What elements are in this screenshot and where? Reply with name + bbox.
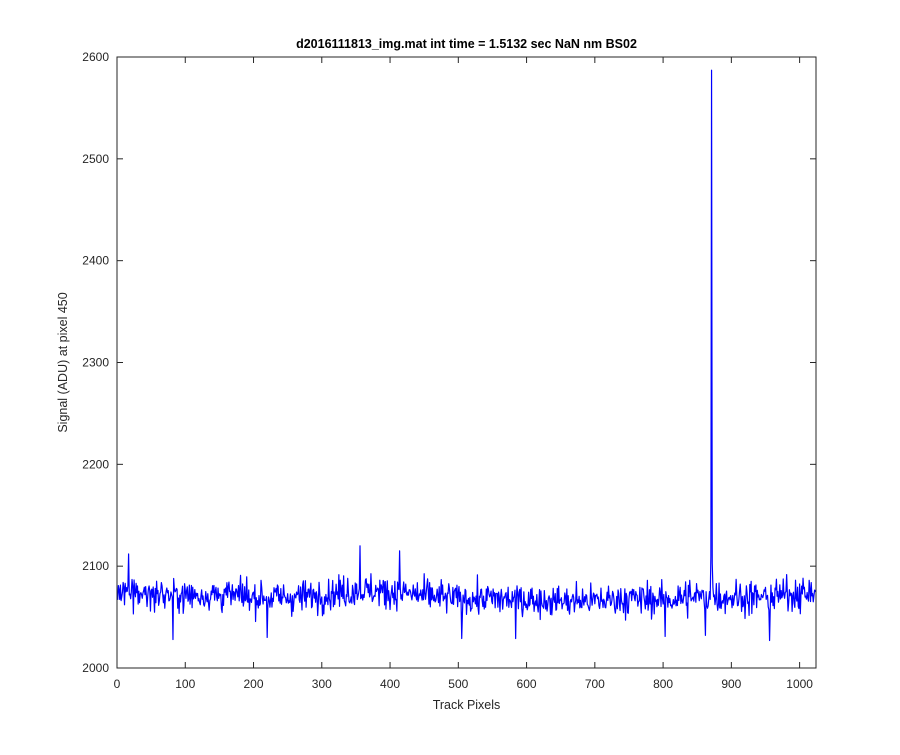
signal-series-line: [117, 69, 817, 642]
plot-area: [117, 57, 816, 668]
x-axis-label: Track Pixels: [433, 698, 501, 712]
data-layer: [117, 69, 817, 642]
x-tick-label: 300: [312, 677, 332, 691]
x-tick-label: 500: [448, 677, 468, 691]
ticks-layer: 0 100 200 300 400 500 600 700 800 900 1000 2000 2100…: [82, 50, 816, 691]
x-tick-label: 100: [175, 677, 195, 691]
y-tick-label: 2000: [82, 661, 109, 675]
y-tick-label: 2500: [82, 152, 109, 166]
x-tick-label: 900: [721, 677, 741, 691]
x-tick-label: 400: [380, 677, 400, 691]
x-tick-label: 700: [585, 677, 605, 691]
x-tick-label: 600: [517, 677, 537, 691]
x-tick-label: 200: [244, 677, 264, 691]
y-tick-label: 2300: [82, 356, 109, 370]
y-axis-label: Signal (ADU) at pixel 450: [56, 292, 70, 432]
x-tick-label: 0: [114, 677, 121, 691]
y-tick-label: 2400: [82, 254, 109, 268]
y-tick-label: 2200: [82, 457, 109, 471]
x-tick-label: 800: [653, 677, 673, 691]
chart-title: d2016111813_img.mat int time = 1.5132 se…: [296, 37, 637, 51]
x-tick-label: 1000: [786, 677, 813, 691]
y-tick-label: 2600: [82, 50, 109, 64]
y-tick-label: 2100: [82, 559, 109, 573]
